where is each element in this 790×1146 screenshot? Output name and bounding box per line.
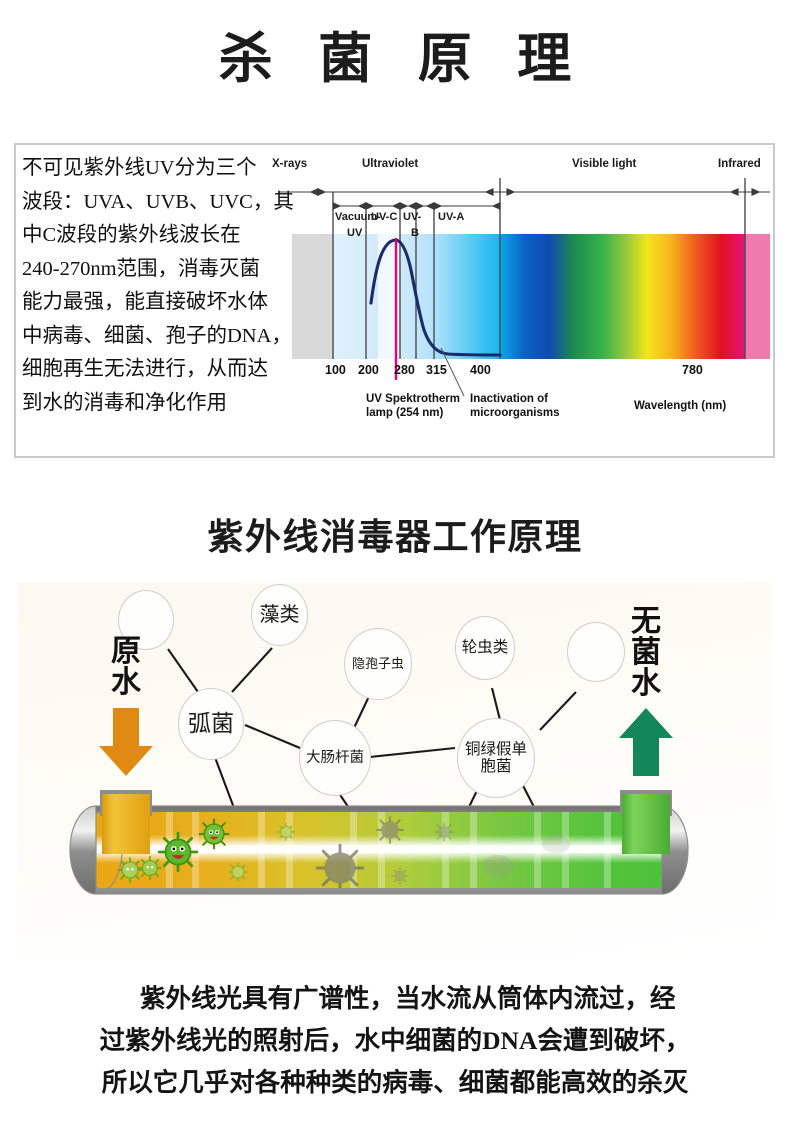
tick-400: 400 <box>470 363 491 377</box>
label-xrays: X-rays <box>272 158 308 170</box>
tick-315: 315 <box>426 363 447 377</box>
label-uv-a: UV-A <box>438 211 465 223</box>
outlet-arrow-icon <box>619 708 673 776</box>
germ-icon <box>198 818 230 850</box>
section2-title: 紫外线消毒器工作原理 <box>207 517 583 557</box>
inactivation-curve <box>369 238 502 357</box>
tick-100: 100 <box>325 363 346 377</box>
bottom-line-1: 紫外线光具有广谱性，当水流从筒体内流过，经 <box>114 984 676 1013</box>
label-uv-b-a: UV- <box>403 211 422 223</box>
bubble-ecoli[interactable]: 大肠杆菌 <box>299 720 371 796</box>
intro-line-8: 到水的消毒和净化作用 <box>22 391 227 414</box>
germ-icon <box>117 857 143 883</box>
intro-line-7: 细胞再生无法进行，从而达 <box>22 358 268 380</box>
dead-germ-icon <box>315 843 365 888</box>
inlet-label: 原水 <box>111 635 141 699</box>
tick-780: 780 <box>682 363 703 377</box>
dead-germ-icon <box>376 816 404 844</box>
intro-line-1: 不可见紫外线UV分为三个 <box>22 157 257 179</box>
germ-icon <box>157 831 199 873</box>
spectrum-uv-rules <box>332 201 501 211</box>
intro-line-6: 中病毒、细菌、孢子的DNA， <box>22 324 292 347</box>
bubble-vibrio[interactable]: 弧菌 <box>178 688 244 760</box>
intro-line-4: 240-270nm范围，消毒灭菌 <box>22 257 261 280</box>
spectrum-figure: X-rays Ultraviolet Visible light Infrare… <box>272 148 771 448</box>
annot-inactivation: Inactivation of microorganisms <box>470 393 560 419</box>
bubble-blank-right[interactable] <box>567 622 625 682</box>
label-uv-b-b: B <box>411 227 419 239</box>
bubble-pseudomonas[interactable]: 铜绿假单胞菌 <box>457 718 535 798</box>
spectrum-top-rules <box>278 187 770 197</box>
dead-germ-smudge <box>482 855 514 877</box>
label-visible-light: Visible light <box>572 158 637 170</box>
dead-germ-icon <box>391 867 409 885</box>
germ-icon <box>277 823 295 841</box>
band-infrared <box>745 234 771 359</box>
tick-280: 280 <box>394 363 415 377</box>
bubble-cryptosporidium[interactable]: 隐孢子虫 <box>344 628 412 700</box>
inlet-pipe <box>102 794 150 854</box>
bubble-algae[interactable]: 藻类 <box>251 584 308 646</box>
page-title: 杀 菌 原 理 <box>218 29 588 89</box>
outlet-pipe <box>622 794 670 854</box>
intro-paragraph: 不可见紫外线UV分为三个 波段：UVA、UVB、UVC，其 中C波段的紫外线波长… <box>22 152 322 420</box>
bottom-line-2: 过紫外线光的照射后，水中细菌的DNA会遭到破坏， <box>99 1026 691 1055</box>
label-vacuum-uv-a: Vacuum- <box>335 211 381 223</box>
label-infrared: Infrared <box>718 158 761 170</box>
germ-group-dead <box>315 816 570 888</box>
germ-group-live <box>108 812 295 883</box>
bubble-pseudomonas-label: 铜绿假单胞菌 <box>464 740 527 775</box>
germ-icon <box>228 862 248 882</box>
band-visible <box>500 234 745 359</box>
annot-axis-title: Wavelength (nm) <box>634 400 727 412</box>
spectrum-svg <box>278 178 771 397</box>
dead-germ-smudge <box>542 835 570 853</box>
band-xray <box>292 234 333 359</box>
tick-200: 200 <box>358 363 379 377</box>
annot-lamp: UV Spektrotherm lamp (254 nm) <box>366 393 460 419</box>
uv-lamp-core <box>96 846 662 853</box>
germ-icon <box>137 855 163 881</box>
sterilizer-diagram: 藻类 弧菌 隐孢子虫 大肠杆菌 轮虫类 铜绿假单胞菌 原水 无菌水 <box>0 580 790 960</box>
label-uv-c: UV-C <box>371 211 398 223</box>
diagram-svg <box>69 647 689 895</box>
bottom-paragraph: 紫外线光具有广谱性，当水流从筒体内流过，经 过紫外线光的照射后，水中细菌的DNA… <box>0 978 790 1104</box>
label-vacuum-uv-b: UV <box>347 227 363 239</box>
label-ultraviolet: Ultraviolet <box>362 158 419 170</box>
inlet-arrow-icon <box>99 708 153 776</box>
intro-line-2: 波段：UVA、UVB、UVC，其 <box>22 190 294 213</box>
intro-line-5: 能力最强，能直接破坏水体 <box>22 291 268 313</box>
intro-line-3: 中C波段的紫外线波长在 <box>22 224 241 246</box>
bubble-blank-left[interactable] <box>118 590 174 650</box>
dead-germ-icon <box>434 822 454 842</box>
outlet-label: 无菌水 <box>631 605 661 700</box>
inactivation-leader <box>440 347 465 397</box>
bubble-rotifers[interactable]: 轮虫类 <box>455 616 515 680</box>
bottom-line-3: 所以它几乎对各种种类的病毒、细菌都能高效的杀灭 <box>101 1068 689 1097</box>
